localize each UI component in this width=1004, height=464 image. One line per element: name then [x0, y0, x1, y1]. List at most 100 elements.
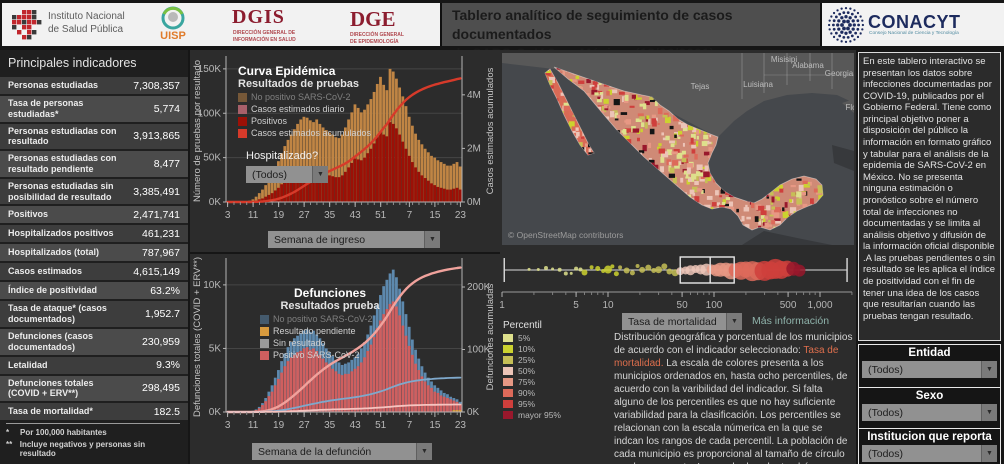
percentile-swatch: [503, 356, 513, 364]
indicator-row: Personas estudiadas sin posibilidad de r…: [0, 178, 188, 205]
filter-dropdown[interactable]: (Todos) ▼: [862, 445, 997, 462]
dashboard-title: Tablero analítico de seguimiento de caso…: [442, 3, 820, 61]
municipio-strip-plot[interactable]: 1 5 10 50 100 500 1,000: [500, 248, 856, 312]
institution-logos: Instituto Nacional de Salud Pública UISP…: [2, 3, 440, 46]
footnote: ** Incluye negativos y personas sin resul…: [6, 440, 146, 458]
deaths-chart[interactable]: 0K 5K 10K 0K 100K 200K 3 11 19 27 35 43 51 7 15 23 Defun…: [190, 252, 500, 464]
percentile-item[interactable]: 90%: [503, 388, 561, 398]
percentile-swatch: [503, 334, 513, 342]
indicator-value: 8,477: [153, 157, 180, 170]
legend-label: Casos estimados acumulados: [251, 128, 372, 138]
percentile-label: 10%: [518, 344, 536, 354]
legend-swatch: [260, 338, 269, 348]
legend-label: No positivo SARS-CoV-2: [273, 314, 373, 324]
intro-text-panel: En este tablero interactivo se presentan…: [858, 52, 1001, 341]
indicator-value: 787,967: [142, 246, 180, 259]
percentile-label: 25%: [518, 355, 536, 365]
svg-text:51: 51: [375, 210, 387, 221]
percentile-item[interactable]: 10%: [503, 344, 561, 354]
indicator-label: Tasa de ataque* (casos documentados): [8, 303, 107, 325]
percentile-swatch: [503, 400, 513, 408]
percentile-item[interactable]: 95%: [503, 399, 561, 409]
svg-text:3: 3: [225, 420, 231, 431]
legend-item[interactable]: Positivos: [238, 116, 371, 126]
legend-item[interactable]: Casos estimados acumulados: [238, 128, 371, 138]
deaths-plot[interactable]: 0K 5K 10K 0K 100K 200K 3 11 19 27 35 43 51 7 15 23 Defun…: [190, 254, 500, 440]
legend-label: Positivo SARS-CoV-2: [273, 350, 360, 360]
legend-item[interactable]: Resultado pendiente: [260, 326, 410, 336]
deaths-x-axis-dropdown-value: Semana de la defunción: [258, 445, 372, 458]
more-info-link[interactable]: Más información: [752, 315, 830, 327]
deaths-x-axis-dropdown[interactable]: Semana de la defunción ▼: [252, 443, 432, 460]
svg-text:43: 43: [350, 420, 362, 431]
map-attribution[interactable]: © OpenStreetMap contributors: [508, 230, 624, 240]
percentile-label: mayor 95%: [518, 410, 561, 420]
svg-text:200K: 200K: [467, 282, 491, 293]
percentile-item[interactable]: 75%: [503, 377, 561, 387]
hospitalized-filter: Hospitalizado? (Todos) ▼: [246, 150, 328, 183]
legend-item[interactable]: No positivo SARS-CoV-2: [260, 314, 410, 324]
svg-text:100K: 100K: [467, 345, 491, 356]
legend-label: Casos estimados diario: [251, 104, 345, 114]
svg-text:35: 35: [324, 420, 336, 431]
hospitalized-dropdown[interactable]: (Todos) ▼: [246, 166, 328, 183]
percentile-legend-title: Percentil: [503, 320, 542, 331]
indicator-dropdown[interactable]: Tasa de mortalidad ▼: [622, 313, 742, 330]
percentile-item[interactable]: mayor 95%: [503, 410, 561, 420]
legend-label: No positivo SARS-CoV-2: [251, 92, 351, 102]
filter-box-entidad: Entidad (Todos) ▼: [858, 344, 1001, 388]
filter-title: Entidad: [908, 347, 951, 359]
charts-column: 0K 50K 100K 150K 0M 2M 4M 3 11 19 27 35 43 51 7 15 23 Núm…: [190, 50, 500, 464]
indicator-row: Tasa de mortalidad* 182.5: [0, 403, 188, 421]
svg-text:10: 10: [602, 300, 614, 311]
epi-legend[interactable]: Curva Epidémica Resultados de pruebas No…: [238, 64, 371, 138]
filter-dropdown[interactable]: (Todos) ▼: [862, 361, 997, 378]
indicator-value: 3,913,865: [133, 130, 180, 143]
map-region-label: Flo: [845, 103, 854, 112]
indicator-label: Defunciones totales (COVID + ERV**): [8, 377, 94, 399]
percentile-item[interactable]: 25%: [503, 355, 561, 365]
description-highlight[interactable]: Tasa de mortalidad.: [614, 345, 839, 369]
svg-text:4M: 4M: [467, 90, 481, 101]
indicator-value: 182.5: [153, 405, 180, 418]
indicator-row: Índice de positividad 63.2%: [0, 282, 188, 300]
indicator-label: Casos estimados: [8, 266, 83, 277]
right-column: En este tablero interactivo se presentan…: [858, 50, 1002, 464]
map-region-label: Tejas: [691, 82, 710, 91]
legend-item[interactable]: No positivo SARS-CoV-2: [238, 92, 371, 102]
filter-dropdown[interactable]: (Todos) ▼: [862, 404, 997, 421]
indicator-row: Casos estimados 4,615,149: [0, 263, 188, 281]
svg-text:0K: 0K: [209, 407, 222, 418]
percentile-label: 75%: [518, 377, 536, 387]
epidemic-curve-chart[interactable]: 0K 50K 100K 150K 0M 2M 4M 3 11 19 27 35 43 51 7 15 23 Núm…: [190, 50, 500, 252]
legend-item[interactable]: Sin resultado: [260, 338, 410, 348]
legend-label: Positivos: [251, 116, 288, 126]
deaths-legend[interactable]: Defunciones Resultados prueba No positiv…: [250, 286, 410, 360]
percentile-label: 5%: [518, 333, 531, 343]
legend-swatch: [238, 116, 247, 126]
indicator-value: 230,959: [142, 335, 180, 348]
svg-text:0K: 0K: [209, 197, 222, 208]
indicators-panel: Principales indicadores Personas estudia…: [0, 50, 188, 464]
chevron-down-icon: ▼: [981, 445, 997, 462]
percentile-item[interactable]: 50%: [503, 366, 561, 376]
svg-text:100K: 100K: [198, 108, 222, 119]
percentile-label: 50%: [518, 366, 536, 376]
percentile-item[interactable]: 5%: [503, 333, 561, 343]
legend-swatch: [260, 350, 269, 360]
chevron-down-icon: ▼: [312, 166, 328, 183]
percentile-swatch: [503, 378, 513, 386]
description-text: La escala de colores presenta a los muni…: [614, 358, 848, 464]
filter-dropdown-value: (Todos): [868, 363, 904, 376]
insp-line2: de Salud Pública: [48, 23, 124, 35]
legend-item[interactable]: Casos estimados diario: [238, 104, 371, 114]
indicator-label: Tasa de mortalidad*: [8, 406, 93, 417]
legend-swatch: [238, 104, 247, 114]
hospitalized-filter-label: Hospitalizado?: [246, 150, 319, 162]
epidemic-curve-plot[interactable]: 0K 50K 100K 150K 0M 2M 4M 3 11 19 27 35 43 51 7 15 23 Núm…: [190, 52, 500, 230]
epi-x-axis-dropdown[interactable]: Semana de ingreso ▼: [268, 231, 440, 248]
legend-item[interactable]: Positivo SARS-CoV-2: [260, 350, 410, 360]
svg-text:51: 51: [375, 420, 387, 431]
svg-text:0M: 0M: [467, 197, 481, 208]
